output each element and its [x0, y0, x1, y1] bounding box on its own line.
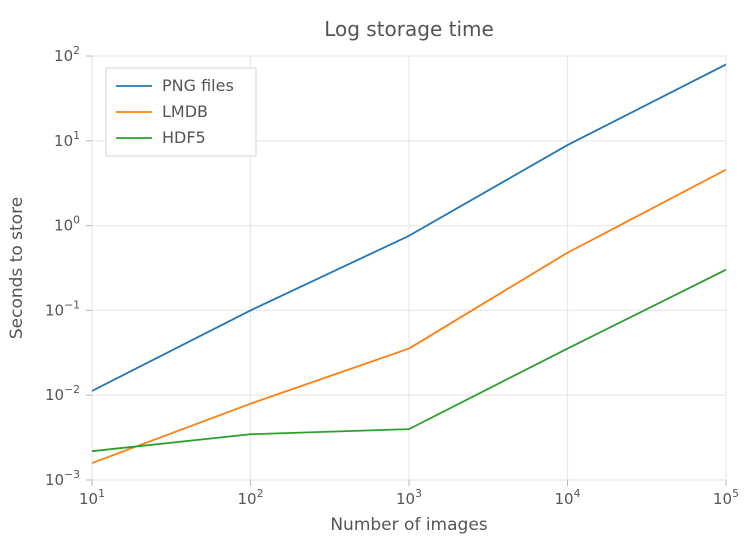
y-axis-label: Seconds to store — [7, 197, 27, 339]
x-axis-label: Number of images — [330, 515, 487, 535]
chart-title: Log storage time — [324, 17, 494, 41]
legend-label: PNG files — [162, 76, 234, 95]
legend-label: LMDB — [162, 102, 208, 121]
legend-label: HDF5 — [162, 128, 206, 147]
chart-container: 10110210310410510−310−210−1100101102Log … — [0, 0, 756, 553]
line-chart-svg: 10110210310410510−310−210−1100101102Log … — [0, 0, 756, 553]
